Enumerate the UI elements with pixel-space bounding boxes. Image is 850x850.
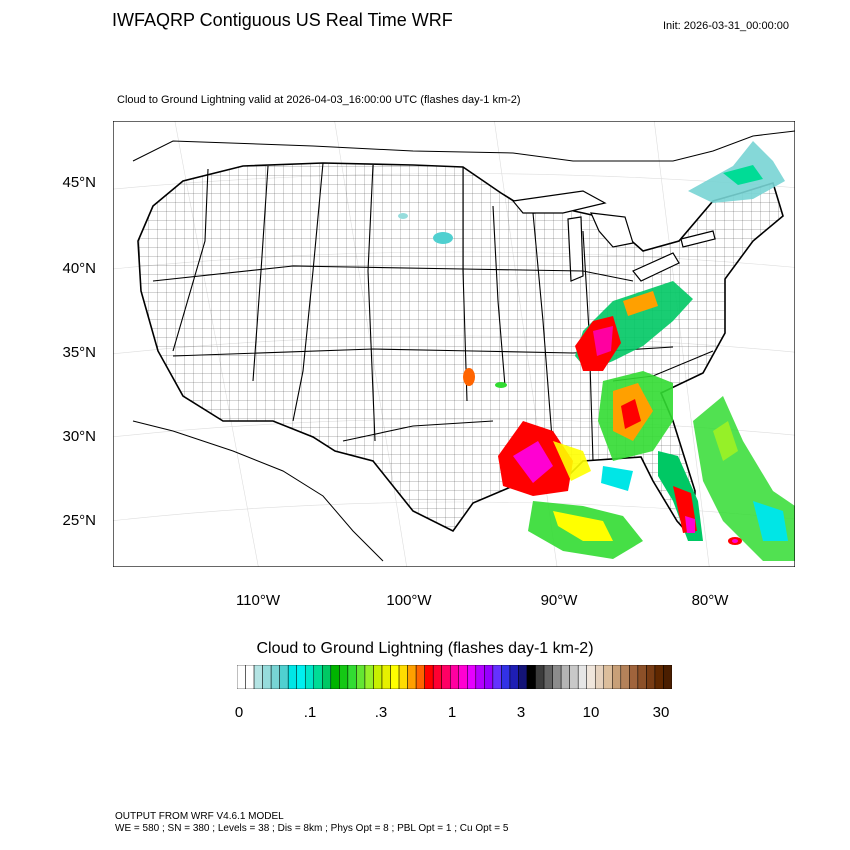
colorbar-swatch bbox=[586, 665, 596, 689]
colorbar-swatch bbox=[330, 665, 340, 689]
colorbar-swatch bbox=[552, 665, 562, 689]
colorbar-swatch bbox=[526, 665, 536, 689]
land-outside-us bbox=[132, 130, 795, 562]
great-lakes bbox=[511, 190, 716, 282]
colorbar-swatch bbox=[432, 665, 442, 689]
colorbar-swatch bbox=[339, 665, 349, 689]
colorbar-swatch bbox=[313, 665, 323, 689]
colorbar-swatch bbox=[535, 665, 545, 689]
lat-label-25: 25°N bbox=[62, 512, 96, 529]
colorbar-swatch bbox=[663, 665, 672, 689]
field-southern-plains bbox=[463, 368, 475, 386]
colorbar-swatch bbox=[654, 665, 664, 689]
field-subtitle: Cloud to Ground Lightning valid at 2026-… bbox=[117, 94, 521, 106]
colorbar-swatch bbox=[518, 665, 528, 689]
colorbar-swatch bbox=[492, 665, 502, 689]
colorbar-tick-3: 3 bbox=[516, 704, 526, 721]
colorbar-tick-10: 10 bbox=[582, 704, 600, 721]
colorbar-tick-1: 1 bbox=[447, 704, 457, 721]
colorbar-swatch bbox=[390, 665, 400, 689]
colorbar-swatch bbox=[398, 665, 408, 689]
colorbar-swatch bbox=[356, 665, 366, 689]
colorbar-title: Cloud to Ground Lightning (flashes day-1… bbox=[256, 640, 594, 657]
colorbar-swatch bbox=[279, 665, 289, 689]
colorbar-swatch bbox=[458, 665, 468, 689]
colorbar-tick-0: 0 bbox=[234, 704, 244, 721]
colorbar-swatch bbox=[407, 665, 417, 689]
lat-label-45: 45°N bbox=[62, 174, 96, 191]
colorbar-swatch bbox=[501, 665, 511, 689]
colorbar-swatch bbox=[569, 665, 579, 689]
lon-label-100w: 100°W bbox=[386, 592, 432, 609]
colorbar-swatch bbox=[253, 665, 263, 689]
colorbar-swatch bbox=[620, 665, 630, 689]
colorbar-swatch bbox=[287, 665, 297, 689]
colorbar-swatch bbox=[381, 665, 391, 689]
lat-label-30: 30°N bbox=[62, 428, 96, 445]
colorbar-swatch bbox=[296, 665, 306, 689]
colorbar-tick-0.1: .1 bbox=[303, 704, 317, 721]
colorbar-swatch bbox=[347, 665, 357, 689]
colorbar-swatch bbox=[594, 665, 605, 689]
lon-label-90w: 90°W bbox=[540, 592, 578, 609]
map-panel bbox=[113, 121, 795, 567]
lon-label-110w: 110°W bbox=[235, 592, 281, 609]
colorbar-swatch bbox=[560, 665, 570, 689]
colorbar-swatch bbox=[237, 665, 246, 689]
colorbar-swatch bbox=[424, 665, 434, 689]
plot-title: IWFAQRP Contiguous US Real Time WRF bbox=[112, 10, 453, 30]
colorbar-swatch bbox=[322, 665, 332, 689]
colorbar-swatch bbox=[270, 665, 280, 689]
field-northern-plains bbox=[433, 232, 453, 244]
colorbar-swatch bbox=[612, 665, 622, 689]
lon-label-80w: 80°W bbox=[691, 592, 729, 609]
model-footer-line2: WE = 580 ; SN = 380 ; Levels = 38 ; Dis … bbox=[115, 823, 509, 834]
colorbar-tick-0.3: .3 bbox=[374, 704, 388, 721]
colorbar-swatch bbox=[449, 665, 460, 689]
colorbar-swatch bbox=[629, 665, 639, 689]
init-time: Init: 2026-03-31_00:00:00 bbox=[663, 20, 789, 32]
lat-label-35: 35°N bbox=[62, 344, 96, 361]
colorbar-swatch bbox=[467, 665, 477, 689]
colorbar bbox=[237, 665, 672, 689]
colorbar-swatch bbox=[484, 665, 494, 689]
colorbar-swatch bbox=[577, 665, 587, 689]
colorbar-swatch bbox=[637, 665, 647, 689]
colorbar-swatch bbox=[262, 665, 272, 689]
colorbar-swatch bbox=[304, 665, 315, 689]
colorbar-swatch bbox=[415, 665, 425, 689]
model-footer-line1: OUTPUT FROM WRF V4.6.1 MODEL bbox=[115, 811, 284, 822]
colorbar-swatch bbox=[245, 665, 255, 689]
lat-label-40: 40°N bbox=[62, 260, 96, 277]
colorbar-swatch bbox=[364, 665, 374, 689]
colorbar-swatch bbox=[543, 665, 553, 689]
lightning-field bbox=[398, 141, 795, 561]
colorbar-tick-30: 30 bbox=[652, 704, 670, 721]
colorbar-swatch bbox=[475, 665, 485, 689]
colorbar-swatch bbox=[603, 665, 613, 689]
colorbar-swatch bbox=[441, 665, 451, 689]
colorbar-swatch bbox=[646, 665, 656, 689]
colorbar-swatch bbox=[373, 665, 383, 689]
colorbar-swatch bbox=[509, 665, 519, 689]
